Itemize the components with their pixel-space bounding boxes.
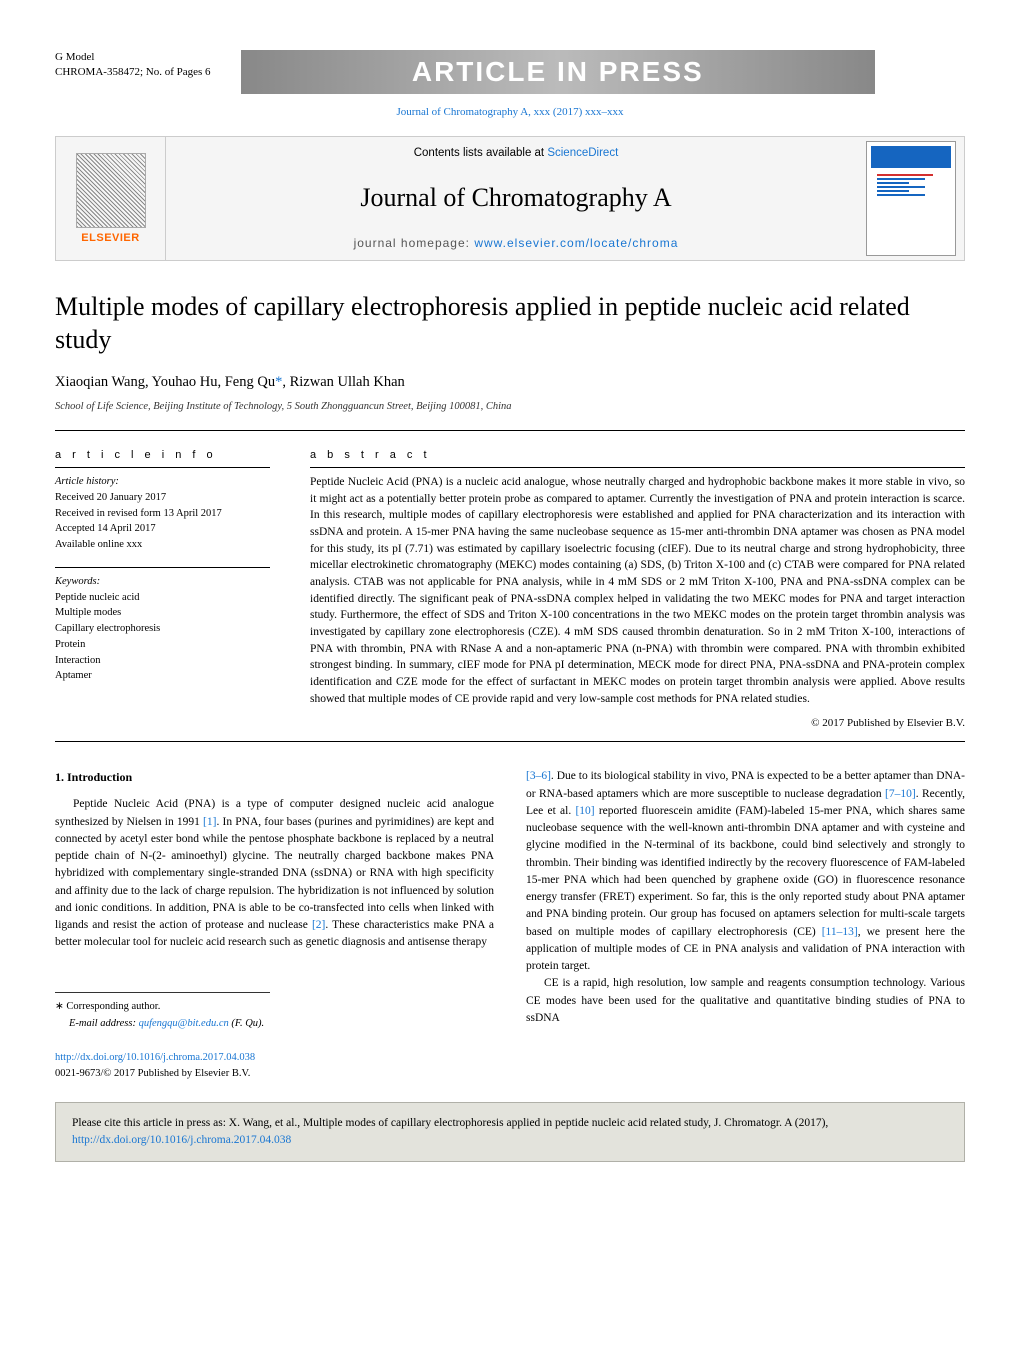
gmodel-label: G Model [55,50,211,65]
email-link[interactable]: qufengqu@bit.edu.cn [139,1018,229,1029]
email-label: E-mail address: [69,1018,139,1029]
elsevier-tree-icon [76,153,146,228]
gmodel-ref: CHROMA-358472; No. of Pages 6 [55,65,211,80]
divider [55,430,965,431]
cover-thumb-header [871,146,951,168]
text-span: . In PNA, four bases (purines and pyrimi… [55,816,494,932]
body-columns: 1. Introduction Peptide Nucleic Acid (PN… [55,768,965,1081]
article-in-press-banner: ARTICLE IN PRESS [241,50,875,94]
cover-thumb-line [877,186,925,188]
body-paragraph: [3–6]. Due to its biological stability i… [526,768,965,975]
journal-banner: ELSEVIER Contents lists available at Sci… [55,136,965,261]
received-date: Received 20 January 2017 [55,490,270,506]
footer-notes: ∗ Corresponding author. E-mail address: … [55,992,270,1033]
abstract-column: a b s t r a c t Peptide Nucleic Acid (PN… [310,449,965,729]
article-info-label: a r t i c l e i n f o [55,449,270,461]
abstract-label: a b s t r a c t [310,449,965,461]
article-title: Multiple modes of capillary electrophore… [55,291,965,356]
info-abstract-row: a r t i c l e i n f o Article history: R… [55,449,965,729]
cite-text: Please cite this article in press as: X.… [72,1117,828,1129]
cover-thumb-line [877,190,909,192]
email-line: E-mail address: qufengqu@bit.edu.cn (F. … [69,1016,270,1032]
banner-center: Contents lists available at ScienceDirec… [166,137,866,260]
sciencedirect-link[interactable]: ScienceDirect [547,147,618,159]
email-tail: (F. Qu). [229,1018,264,1029]
cite-box: Please cite this article in press as: X.… [55,1102,965,1163]
doi-block: http://dx.doi.org/10.1016/j.chroma.2017.… [55,1050,494,1082]
keywords-block: Keywords: Peptide nucleic acid Multiple … [55,567,270,684]
article-info: a r t i c l e i n f o Article history: R… [55,449,270,729]
keyword: Aptamer [55,668,270,684]
homepage-line: journal homepage: www.elsevier.com/locat… [166,236,866,250]
keyword: Interaction [55,653,270,669]
history-block: Article history: Received 20 January 201… [55,467,270,553]
body-col-right: [3–6]. Due to its biological stability i… [526,768,965,1081]
divider [55,741,965,742]
homepage-label: journal homepage: [354,236,475,250]
history-label: Article history: [55,474,270,490]
cover-thumb-line [877,178,925,180]
journal-ref-text: Journal of Chromatography A, xxx (2017) … [397,106,624,118]
body-paragraph: Peptide Nucleic Acid (PNA) is a type of … [55,796,494,951]
affiliation: School of Life Science, Beijing Institut… [55,401,965,412]
page: G Model CHROMA-358472; No. of Pages 6 AR… [0,0,1020,1202]
authors-main: Xiaoqian Wang, Youhao Hu, Feng Qu [55,374,275,390]
keyword: Protein [55,637,270,653]
journal-ref-link[interactable]: Journal of Chromatography A, xxx (2017) … [55,106,965,118]
keyword: Peptide nucleic acid [55,590,270,606]
cover-thumb-lines [871,170,951,251]
accepted-date: Accepted 14 April 2017 [55,521,270,537]
cover-thumb-line [877,182,909,184]
gmodel-box: G Model CHROMA-358472; No. of Pages 6 [55,50,211,81]
cite-doi-link[interactable]: http://dx.doi.org/10.1016/j.chroma.2017.… [72,1134,291,1146]
cover-thumb-line [877,174,933,176]
keyword: Multiple modes [55,605,270,621]
text-span: reported fluorescein amidite (FAM)-label… [526,805,965,938]
journal-title: Journal of Chromatography A [166,183,866,213]
contents-line: Contents lists available at ScienceDirec… [166,147,866,159]
citation-link[interactable]: [1] [203,816,216,828]
citation-link[interactable]: [3–6] [526,770,551,782]
homepage-url[interactable]: www.elsevier.com/locate/chroma [474,236,678,250]
body-paragraph: CE is a rapid, high resolution, low samp… [526,975,965,1027]
journal-cover-thumb[interactable] [866,141,956,256]
citation-link[interactable]: [10] [575,805,594,817]
body-col-left: 1. Introduction Peptide Nucleic Acid (PN… [55,768,494,1081]
elsevier-text: ELSEVIER [81,232,139,244]
doi-link[interactable]: http://dx.doi.org/10.1016/j.chroma.2017.… [55,1052,255,1063]
contents-prefix: Contents lists available at [414,147,548,159]
authors-tail: , Rizwan Ullah Khan [282,374,404,390]
copyright: © 2017 Published by Elsevier B.V. [310,717,965,729]
authors: Xiaoqian Wang, Youhao Hu, Feng Qu*, Rizw… [55,374,965,391]
citation-link[interactable]: [7–10] [885,788,916,800]
abstract-text: Peptide Nucleic Acid (PNA) is a nucleic … [310,467,965,707]
section-heading: 1. Introduction [55,768,494,786]
corresponding-author-note: ∗ Corresponding author. [55,999,270,1015]
issn-copyright: 0021-9673/© 2017 Published by Elsevier B… [55,1066,494,1082]
citation-link[interactable]: [11–13] [822,926,858,938]
keywords-label: Keywords: [55,574,270,590]
revised-date: Received in revised form 13 April 2017 [55,506,270,522]
citation-link[interactable]: [2] [312,919,325,931]
top-header: G Model CHROMA-358472; No. of Pages 6 AR… [55,50,965,94]
elsevier-logo[interactable]: ELSEVIER [56,136,166,261]
cover-thumb-line [877,194,925,196]
online-date: Available online xxx [55,537,270,553]
keyword: Capillary electrophoresis [55,621,270,637]
